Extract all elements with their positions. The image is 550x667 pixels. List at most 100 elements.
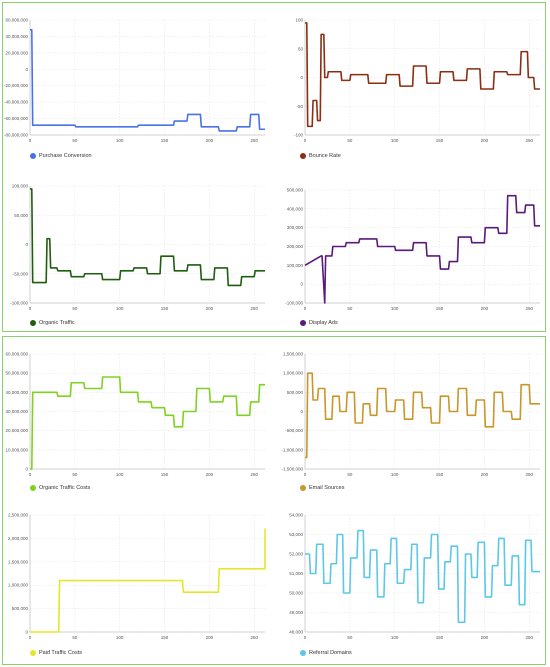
x-tick-label: 100 bbox=[116, 635, 124, 640]
bounce-rate-series-line bbox=[305, 22, 540, 128]
y-tick-label: -20,000,000 bbox=[4, 83, 29, 88]
y-tick-label: -50,000 bbox=[13, 271, 29, 276]
x-tick-label: 200 bbox=[206, 138, 214, 143]
x-tick-label: 0 bbox=[29, 306, 32, 311]
y-tick-label: 500,000 bbox=[12, 606, 29, 611]
email-sources-legend[interactable]: Email Sources bbox=[300, 485, 344, 491]
organic-traffic-legend[interactable]: Organic Traffic bbox=[30, 320, 75, 326]
x-tick-label: 100 bbox=[116, 472, 124, 477]
paid-traffic-costs-legend[interactable]: Paid Traffic Costs bbox=[30, 650, 82, 656]
y-tick-label: 0 bbox=[25, 67, 28, 72]
legend-marker-icon bbox=[300, 153, 306, 159]
y-tick-label: 50,000 bbox=[289, 591, 303, 596]
display-ads-chart: 500,000 400,000 300,000 200,000 100,000 0 -100… bbox=[285, 188, 540, 311]
organic-traffic-series-line bbox=[30, 188, 265, 287]
y-tick-label: 50 bbox=[298, 46, 304, 51]
x-tick-label: 0 bbox=[304, 472, 307, 477]
x-tick-label: 200 bbox=[481, 306, 489, 311]
email-sources-series-line bbox=[305, 372, 540, 459]
x-tick-label: 150 bbox=[436, 138, 444, 143]
y-tick-label: 0 bbox=[25, 242, 28, 247]
y-tick-label: 54,000 bbox=[289, 513, 303, 518]
legend-marker-icon bbox=[300, 485, 306, 491]
y-tick-label: 1,500,000 bbox=[283, 352, 304, 357]
x-tick-label: 100 bbox=[391, 472, 399, 477]
y-tick-label: 500,000 bbox=[287, 188, 304, 193]
legend-marker-icon bbox=[30, 485, 36, 491]
x-tick-label: 150 bbox=[161, 472, 169, 477]
x-tick-label: 250 bbox=[525, 138, 533, 143]
x-tick-label: 50 bbox=[347, 138, 353, 143]
y-tick-label: 200,000 bbox=[287, 244, 304, 249]
x-tick-label: 100 bbox=[116, 306, 124, 311]
purchase-conversion-plot: 60,000,000 40,000,000 20,000,000 0 -20,000,0… bbox=[4, 18, 265, 143]
x-tick-label: 0 bbox=[304, 138, 307, 143]
y-tick-label: 1,000,000 bbox=[8, 583, 29, 588]
y-tick-label: 0 bbox=[300, 282, 303, 287]
y-tick-label: 48,000 bbox=[289, 630, 303, 635]
x-tick-label: 200 bbox=[481, 472, 489, 477]
x-tick-label: 200 bbox=[481, 138, 489, 143]
x-tick-label: 150 bbox=[436, 306, 444, 311]
x-tick-label: 200 bbox=[206, 635, 214, 640]
x-tick-label: 250 bbox=[250, 138, 258, 143]
x-tick-label: 250 bbox=[250, 635, 258, 640]
bounce-rate-chart: 100 50 0 -50 -100 0 50 100 150 200 250 bbox=[294, 18, 540, 143]
x-tick-label: 100 bbox=[391, 635, 399, 640]
bounce-rate-legend[interactable]: Bounce Rate bbox=[300, 153, 341, 159]
legend-marker-icon bbox=[30, 650, 36, 656]
y-tick-label: 0 bbox=[25, 467, 28, 472]
legend-label: Email Sources bbox=[309, 485, 345, 491]
y-tick-label: 400,000 bbox=[287, 206, 304, 211]
x-tick-label: 0 bbox=[29, 472, 32, 477]
y-tick-label: 300,000 bbox=[287, 225, 304, 230]
referral-domains-legend[interactable]: Referral Domains bbox=[300, 650, 352, 656]
organic-traffic-costs-chart: 60,000,000 50,000,000 40,000,000 30,000,000… bbox=[5, 352, 265, 477]
x-tick-label: 150 bbox=[161, 306, 169, 311]
y-tick-label: -1,000,000 bbox=[281, 447, 303, 452]
legend-label: Referral Domains bbox=[309, 650, 352, 656]
legend-marker-icon bbox=[300, 650, 306, 656]
y-tick-label: -100,000 bbox=[10, 301, 28, 306]
y-tick-label: -40,000,000 bbox=[4, 100, 29, 105]
paid-traffic-costs-series-line bbox=[30, 528, 266, 633]
referral-domains-chart: 54,000 53,000 52,000 51,000 50,000 49,000 48,0… bbox=[289, 513, 540, 640]
x-tick-label: 0 bbox=[304, 635, 307, 640]
x-tick-label: 250 bbox=[250, 472, 258, 477]
legend-label: Bounce Rate bbox=[309, 153, 341, 159]
purchase-conversion-legend[interactable]: Purchase Conversion bbox=[30, 153, 92, 159]
y-tick-label: 100,000 bbox=[12, 184, 29, 189]
x-tick-label: 50 bbox=[347, 306, 353, 311]
display-ads-series-line bbox=[304, 194, 540, 304]
organic-traffic-costs-series-line bbox=[30, 376, 265, 470]
display-ads-plot: 500,000400,000300,000200,000100,0000-100… bbox=[285, 188, 540, 311]
organic-traffic-costs-legend[interactable]: Organic Traffic Costs bbox=[30, 485, 90, 491]
y-tick-label: -80,000,000 bbox=[4, 133, 29, 138]
y-tick-label: 50,000,000 bbox=[5, 371, 28, 376]
bottom-chart-group bbox=[2, 336, 546, 665]
y-tick-label: 500,000 bbox=[287, 390, 304, 395]
y-tick-label: 1,000,000 bbox=[283, 371, 304, 376]
y-tick-label: -500,000 bbox=[285, 428, 303, 433]
email-sources-chart: 1,500,000 1,000,000 500,000 0 -500,000 -1,000… bbox=[281, 352, 540, 477]
paid-traffic-costs-chart: 2,500,000 2,000,000 1,500,000 1,000,000 500,… bbox=[8, 513, 266, 640]
x-tick-label: 150 bbox=[161, 138, 169, 143]
organic-traffic-chart: 100,000 50,000 0 -50,000 -100,000 0 50 100 150 20… bbox=[10, 184, 265, 311]
x-tick-label: 200 bbox=[206, 472, 214, 477]
y-tick-label: 50,000 bbox=[14, 213, 28, 218]
y-tick-label: 30,000,000 bbox=[5, 409, 28, 414]
x-tick-label: 200 bbox=[206, 306, 214, 311]
y-tick-label: 60,000,000 bbox=[5, 18, 28, 23]
y-tick-label: 40,000,000 bbox=[5, 34, 28, 39]
x-tick-label: 50 bbox=[72, 635, 78, 640]
x-tick-label: 100 bbox=[391, 306, 399, 311]
x-tick-label: 0 bbox=[29, 138, 32, 143]
y-tick-label: -100,000 bbox=[285, 301, 303, 306]
x-tick-label: 250 bbox=[525, 306, 533, 311]
display-ads-legend[interactable]: Display Ads bbox=[300, 320, 338, 326]
y-tick-label: 20,000,000 bbox=[5, 428, 28, 433]
y-tick-label: -1,500,000 bbox=[281, 467, 303, 472]
y-tick-label: 49,000 bbox=[289, 610, 303, 615]
x-tick-label: 50 bbox=[347, 635, 353, 640]
